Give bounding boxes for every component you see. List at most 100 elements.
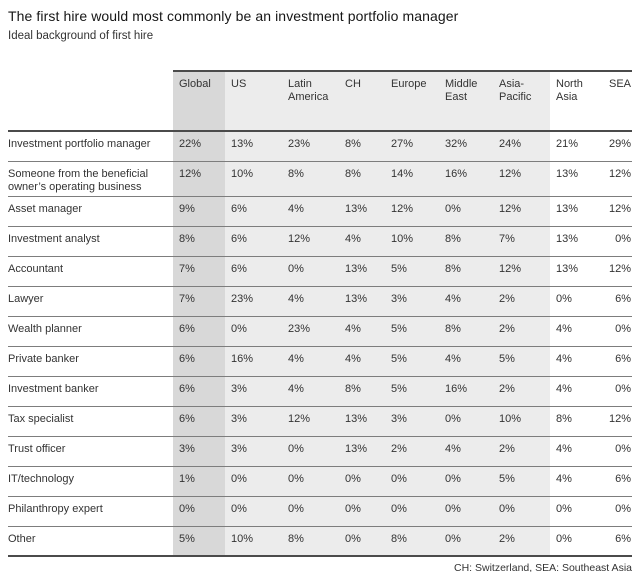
- value-cell: 0%: [439, 407, 493, 436]
- value-cell: 0%: [556, 533, 572, 545]
- value-cell: 32%: [439, 132, 493, 161]
- value-cell: 6%: [173, 317, 225, 346]
- value-cell: 2%: [493, 317, 550, 346]
- value-cell: 8%: [556, 413, 572, 425]
- value-cell: 9%: [173, 197, 225, 226]
- value-cell: 6%: [225, 197, 282, 226]
- table-row: Investment banker 6% 3% 4% 8% 5% 16% 2% 4% 0%: [8, 377, 632, 407]
- column-header-asia-pacific: Asia-Pacific: [493, 70, 550, 130]
- row-label: Investment portfolio manager: [8, 138, 151, 150]
- value-cell: 0%: [282, 257, 339, 286]
- value-cell: 6%: [615, 533, 631, 545]
- row-label: Investment analyst: [8, 233, 100, 245]
- value-cell: 3%: [225, 377, 282, 406]
- value-cell: 13%: [339, 197, 385, 226]
- value-cell: 2%: [493, 437, 550, 466]
- value-cell: 6%: [173, 347, 225, 376]
- value-cell: 13%: [339, 437, 385, 466]
- table-row: IT/technology 1% 0% 0% 0% 0% 0% 5% 4% 6%: [8, 467, 632, 497]
- value-cell: 8%: [385, 527, 439, 555]
- value-cell: 4%: [339, 347, 385, 376]
- value-cell: 2%: [493, 527, 550, 555]
- value-cell: 13%: [556, 203, 579, 215]
- value-cell: 0%: [439, 497, 493, 526]
- value-cell: 7%: [493, 227, 550, 256]
- value-cell: 10%: [225, 162, 282, 196]
- table-row: Private banker 6% 16% 4% 4% 5% 4% 5% 4% 6%: [8, 347, 632, 377]
- value-cell: 13%: [556, 168, 579, 180]
- value-cell: 0%: [556, 503, 572, 515]
- value-cell: 8%: [173, 227, 225, 256]
- row-label: Philanthropy expert: [8, 503, 103, 515]
- value-cell: 8%: [439, 317, 493, 346]
- row-label: IT/technology: [8, 473, 75, 485]
- header-corner-cell: [8, 70, 173, 130]
- value-cell: 5%: [385, 347, 439, 376]
- value-cell: 2%: [493, 287, 550, 316]
- value-cell: 8%: [339, 162, 385, 196]
- value-cell: 5%: [493, 467, 550, 496]
- row-label: Wealth planner: [8, 323, 82, 335]
- value-cell: 0%: [282, 497, 339, 526]
- page-subtitle: Ideal background of first hire: [8, 30, 154, 42]
- value-cell: 12%: [282, 407, 339, 436]
- row-label: Other: [8, 533, 36, 545]
- value-cell: 0%: [439, 527, 493, 555]
- value-cell: 12%: [493, 257, 550, 286]
- value-cell: 6%: [225, 257, 282, 286]
- value-cell: 3%: [385, 407, 439, 436]
- value-cell: 23%: [225, 287, 282, 316]
- value-cell: 8%: [339, 377, 385, 406]
- column-header-ch: CH: [339, 70, 385, 130]
- value-cell: 3%: [173, 437, 225, 466]
- value-cell: 5%: [493, 347, 550, 376]
- value-cell: 0%: [282, 467, 339, 496]
- value-cell: 29%: [608, 138, 631, 150]
- column-header-us: US: [225, 70, 282, 130]
- value-cell: 0%: [439, 467, 493, 496]
- value-cell: 4%: [282, 347, 339, 376]
- value-cell: 8%: [439, 227, 493, 256]
- value-cell: 13%: [556, 263, 579, 275]
- value-cell: 14%: [385, 162, 439, 196]
- value-cell: 24%: [493, 132, 550, 161]
- value-cell: 0%: [225, 317, 282, 346]
- value-cell: 8%: [282, 162, 339, 196]
- value-cell: 23%: [282, 317, 339, 346]
- table-row: Trust officer 3% 3% 0% 13% 2% 4% 2% 4% 0%: [8, 437, 632, 467]
- value-cell: 8%: [339, 132, 385, 161]
- value-cell: 4%: [339, 227, 385, 256]
- value-cell: 22%: [173, 132, 225, 161]
- table-footnote: CH: Switzerland, SEA: Southeast Asia: [453, 562, 632, 572]
- value-cell: 0%: [615, 503, 631, 515]
- table-row: Other 5% 10% 8% 0% 8% 0% 2% 0% 6%: [8, 527, 632, 557]
- row-label: Tax specialist: [8, 413, 74, 425]
- value-cell: 6%: [615, 353, 631, 365]
- value-cell: 12%: [173, 162, 225, 196]
- value-cell: 7%: [173, 257, 225, 286]
- value-cell: 6%: [225, 227, 282, 256]
- column-header-global: Global: [173, 70, 225, 130]
- value-cell: 12%: [608, 168, 631, 180]
- page-title: The first hire would most commonly be an…: [8, 8, 459, 24]
- column-header-latin-america: Latin America: [282, 70, 339, 130]
- value-cell: 5%: [385, 317, 439, 346]
- value-cell: 5%: [173, 527, 225, 555]
- value-cell: 0%: [615, 443, 631, 455]
- value-cell: 4%: [282, 197, 339, 226]
- row-label: Asset manager: [8, 203, 82, 215]
- value-cell: 0%: [339, 467, 385, 496]
- value-cell: 21%: [556, 138, 579, 150]
- value-cell: 4%: [282, 377, 339, 406]
- table-row: Wealth planner 6% 0% 23% 4% 5% 8% 2% 4% 0%: [8, 317, 632, 347]
- value-cell: 4%: [439, 287, 493, 316]
- value-cell: 5%: [385, 257, 439, 286]
- table-row: Accountant 7% 6% 0% 13% 5% 8% 12% 13% 12%: [8, 257, 632, 287]
- table-row: Lawyer 7% 23% 4% 13% 3% 4% 2% 0% 6%: [8, 287, 632, 317]
- value-cell: 0%: [339, 527, 385, 555]
- value-cell: 0%: [615, 383, 631, 395]
- row-label: Investment banker: [8, 383, 99, 395]
- value-cell: 4%: [282, 287, 339, 316]
- value-cell: 13%: [339, 257, 385, 286]
